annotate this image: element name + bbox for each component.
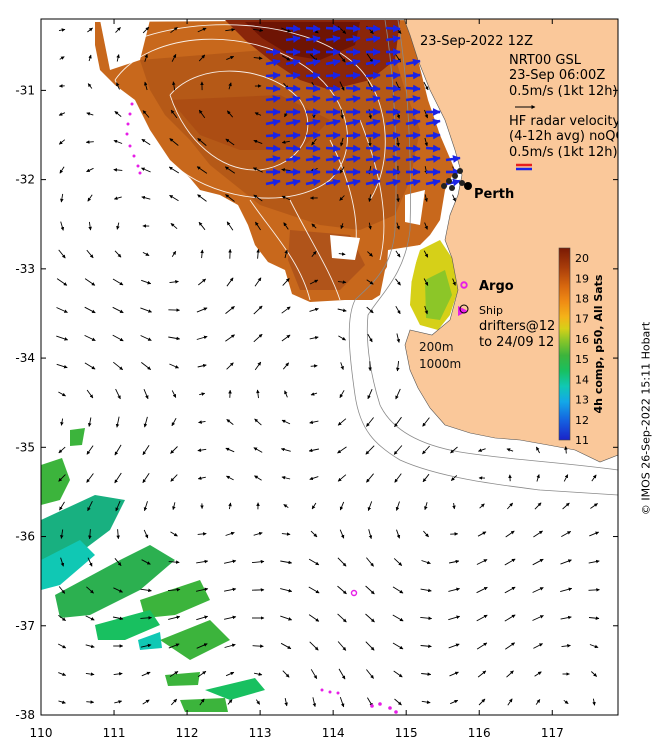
radar-arrow [366, 88, 380, 89]
place-label-perth: Perth [474, 187, 514, 202]
radar-arrow [326, 135, 340, 136]
current-arrow [253, 646, 264, 647]
radar-arrow [406, 88, 420, 89]
colorbar-tick-label: 13 [575, 394, 589, 407]
lon-tick-label: 114 [322, 726, 345, 740]
radar-arrow [426, 148, 440, 149]
radar-arrow [266, 88, 280, 89]
lon-tick-label: 111 [103, 726, 126, 740]
radar-arrow [306, 135, 320, 136]
lat-tick-label: -31 [15, 83, 35, 97]
radar-arrow [366, 135, 380, 136]
credit-wrap: © IMOS 26-Sep-2022 15:11 Hobart [636, 120, 656, 720]
legend-drifters-line1: drifters@12 [479, 319, 555, 334]
radar-arrow [386, 135, 400, 136]
isobath-label-1000: 1000m [419, 357, 461, 371]
isobath-label-200: 200m [419, 340, 454, 354]
colorbar-tick-label: 17 [575, 313, 589, 326]
colorbar-gradient [559, 248, 570, 440]
radar-arrow [346, 75, 360, 76]
lat-tick-label: -37 [15, 619, 35, 633]
radar-arrow [406, 135, 420, 136]
colorbar-tick-label: 16 [575, 333, 589, 346]
current-arrow [311, 366, 318, 367]
colorbar-tick-label: 14 [575, 373, 589, 386]
lon-tick-label: 117 [541, 726, 564, 740]
radar-arrow [386, 88, 400, 89]
radar-arrow [326, 148, 340, 149]
current-arrow [566, 447, 567, 454]
legend-gsl-time: 23-Sep 06:00Z [509, 68, 605, 83]
lon-tick-label: 116 [468, 726, 491, 740]
radar-arrow [326, 75, 340, 76]
radar-arrow [266, 148, 280, 149]
radar-arrow [426, 135, 440, 136]
colorbar-tick-label: 11 [575, 434, 589, 447]
radar-arrow [406, 148, 420, 149]
credit-text: © IMOS 26-Sep-2022 15:11 Hobart [640, 119, 653, 719]
legend-drifters-line2: to 24/09 12 [479, 335, 554, 350]
legend-radar-scale: 0.5m/s (1kt 12h) [509, 145, 618, 160]
radar-arrow [286, 75, 300, 76]
lon-tick-label: 110 [30, 726, 53, 740]
legend-argo: Argo [479, 279, 514, 294]
legend-radar-avg: (4-12h avg) noQC [509, 129, 625, 144]
radar-arrow [266, 135, 280, 136]
legend-gsl-scale: 0.5m/s (1kt 12h) [509, 84, 618, 99]
radar-arrow [366, 28, 380, 29]
radar-arrow [286, 88, 300, 89]
legend-gsl-title: NRT00 GSL [509, 53, 582, 68]
colorbar-tick-label: 12 [575, 414, 589, 427]
radar-arrow [386, 148, 400, 149]
legend-ship: Ship [479, 304, 503, 317]
radar-arrow [306, 88, 320, 89]
colorbar-tick-label: 18 [575, 293, 589, 306]
lat-tick-label: -35 [15, 440, 35, 454]
radar-arrow [386, 75, 400, 76]
radar-arrow [286, 148, 300, 149]
radar-arrow [346, 148, 360, 149]
current-arrow [398, 194, 399, 202]
radar-arrow [346, 88, 360, 89]
radar-arrow [366, 148, 380, 149]
current-arrow [86, 702, 93, 703]
lon-tick-label: 115 [395, 726, 418, 740]
lat-tick-label: -36 [15, 530, 35, 544]
lon-tick-label: 112 [176, 726, 199, 740]
radar-arrow [266, 75, 280, 76]
lat-tick-label: -32 [15, 173, 35, 187]
radar-arrow [286, 135, 300, 136]
radar-arrow [286, 28, 300, 29]
current-arrow [589, 590, 600, 591]
radar-arrow [366, 75, 380, 76]
radar-arrow [306, 75, 320, 76]
lon-tick-label: 113 [249, 726, 272, 740]
colorbar-tick-label: 15 [575, 353, 589, 366]
colorbar-tick-label: 20 [575, 252, 589, 265]
lat-tick-label: -34 [15, 351, 35, 365]
radar-arrow [346, 28, 360, 29]
radar-arrow [306, 148, 320, 149]
current-arrow [86, 142, 94, 143]
radar-arrow [326, 88, 340, 89]
colorbar-title: 4h comp, p50, All Sats [592, 274, 605, 413]
radar-arrow [386, 28, 400, 29]
lat-tick-label: -38 [15, 708, 35, 722]
legend-radar-title: HF radar velocity [509, 114, 621, 129]
perth-marker [464, 182, 472, 190]
radar-arrow [346, 135, 360, 136]
colorbar-tick-label: 19 [575, 272, 589, 285]
radar-arrow [406, 75, 420, 76]
map-timestamp: 23-Sep-2022 12Z [420, 34, 533, 49]
radar-arrow [306, 28, 320, 29]
lat-tick-label: -33 [15, 262, 35, 276]
radar-arrow [326, 28, 340, 29]
